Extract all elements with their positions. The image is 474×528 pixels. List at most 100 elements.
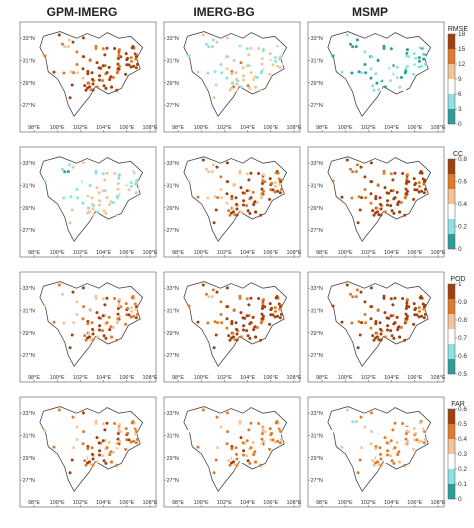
station-marker: [374, 322, 378, 326]
station-marker: [359, 165, 363, 169]
station-marker: [377, 88, 381, 92]
station-marker: [385, 441, 389, 445]
station-marker: [196, 70, 200, 74]
lat-label: 33°N: [167, 161, 179, 167]
station-marker: [351, 420, 355, 424]
station-marker: [363, 63, 367, 66]
station-marker: [94, 171, 98, 175]
station-marker: [242, 453, 245, 457]
station-marker: [220, 71, 224, 75]
map-panel-pod-3: 33°N 31°N 29°N 27°N 98°E 100°E 102°E 104°E 106°E…: [307, 271, 446, 383]
station-marker: [108, 78, 112, 82]
station-marker: [230, 197, 234, 201]
station-marker: [364, 321, 368, 325]
station-marker: [268, 322, 272, 326]
station-marker: [101, 64, 105, 68]
station-marker: [116, 67, 120, 71]
station-marker: [379, 463, 383, 467]
station-marker: [374, 445, 378, 448]
lon-label: 108°E: [430, 500, 445, 506]
station-marker: [349, 417, 352, 421]
station-marker: [247, 428, 251, 432]
station-marker: [235, 82, 239, 86]
station-marker: [113, 172, 117, 175]
station-marker: [117, 304, 121, 308]
station-marker: [227, 209, 231, 213]
station-marker: [105, 46, 109, 50]
station-marker: [101, 189, 105, 193]
lon-label: 102°E: [217, 500, 232, 506]
station-marker: [98, 74, 102, 78]
station-marker: [219, 188, 223, 191]
lon-label: 106°E: [263, 375, 278, 381]
station-marker: [379, 77, 382, 81]
station-marker: [363, 313, 367, 316]
station-marker: [369, 192, 373, 196]
station-marker: [260, 307, 264, 310]
station-marker: [405, 426, 409, 430]
station-marker: [396, 78, 400, 82]
station-marker: [235, 213, 239, 217]
station-marker: [91, 88, 95, 92]
lat-label: 33°N: [23, 286, 35, 292]
station-marker: [246, 334, 250, 338]
station-marker: [403, 213, 407, 217]
station-marker: [82, 55, 86, 59]
station-marker: [117, 54, 121, 58]
station-marker: [226, 430, 230, 434]
station-marker: [81, 192, 85, 196]
station-marker: [187, 179, 191, 183]
station-marker: [382, 44, 386, 48]
station-marker: [245, 422, 249, 426]
lon-label: 108°E: [286, 375, 301, 381]
station-marker: [392, 86, 396, 90]
station-marker: [359, 290, 363, 294]
station-marker: [134, 441, 138, 445]
station-marker: [245, 64, 249, 68]
station-marker: [95, 460, 99, 464]
station-marker: [363, 300, 367, 304]
station-marker: [220, 446, 224, 450]
station-marker: [230, 461, 233, 465]
colorbar-segment: [448, 219, 455, 234]
station-marker: [238, 421, 242, 425]
station-marker: [97, 441, 101, 445]
station-marker: [404, 194, 408, 198]
station-marker: [242, 324, 246, 328]
station-marker: [81, 76, 85, 80]
station-marker: [86, 445, 90, 448]
station-marker: [87, 456, 91, 460]
station-marker: [71, 290, 75, 294]
station-marker: [110, 460, 114, 464]
station-marker: [379, 332, 383, 336]
station-marker: [340, 445, 344, 449]
station-marker: [401, 422, 405, 425]
province-boundary: [39, 156, 144, 243]
station-marker: [94, 294, 98, 298]
station-marker: [383, 311, 387, 315]
station-marker: [369, 451, 373, 455]
station-marker: [391, 53, 395, 57]
station-marker: [420, 314, 424, 318]
station-marker: [273, 306, 277, 310]
station-marker: [113, 422, 117, 425]
lon-label: 100°E: [338, 375, 353, 381]
station-marker: [260, 69, 264, 73]
station-marker: [383, 85, 387, 89]
lon-label: 98°E: [316, 250, 328, 256]
lon-label: 104°E: [240, 250, 255, 256]
station-marker: [225, 192, 229, 196]
station-marker: [415, 313, 419, 317]
station-marker: [239, 460, 243, 464]
station-marker: [374, 86, 377, 90]
lat-label: 27°N: [167, 478, 179, 484]
map-frame: [307, 21, 445, 133]
station-marker: [261, 54, 265, 58]
station-marker: [103, 53, 107, 57]
station-marker: [404, 57, 408, 60]
lat-label: 31°N: [23, 58, 35, 64]
station-marker: [75, 425, 79, 429]
station-marker: [102, 84, 106, 88]
station-marker: [354, 170, 358, 174]
station-marker: [379, 202, 382, 206]
